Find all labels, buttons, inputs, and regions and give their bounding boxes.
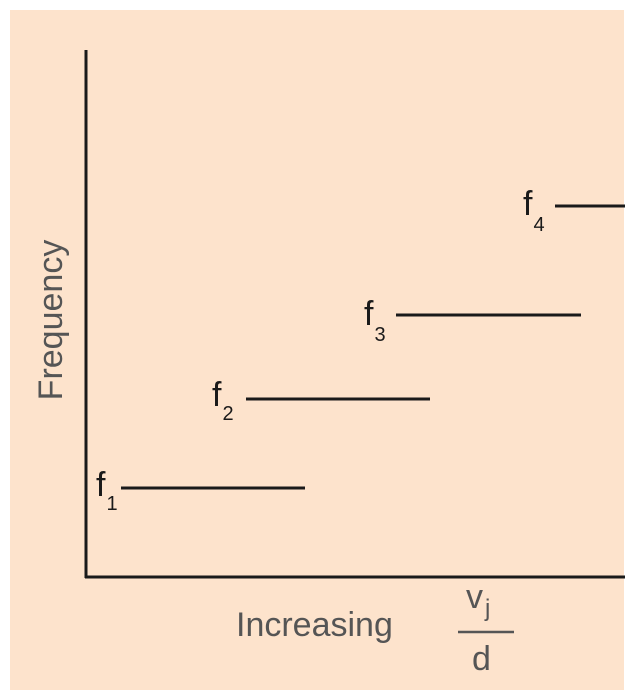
level-label-f4: f4 — [523, 185, 545, 236]
y-axis-label: Frequency — [32, 240, 70, 401]
level-subscript-1: 1 — [106, 493, 117, 515]
level-label-f2: f2 — [212, 376, 234, 425]
x-fraction-numerator-subscript: j — [484, 595, 490, 622]
level-subscript-2: 2 — [222, 403, 233, 425]
level-label-f1: f1 — [96, 466, 118, 515]
x-fraction-numerator: vj — [466, 578, 490, 622]
x-fraction-denominator: d — [472, 640, 491, 678]
level-subscript-3: 3 — [374, 324, 385, 346]
level-subscript-4: 4 — [533, 214, 544, 236]
level-label-f3: f3 — [364, 295, 386, 346]
x-axis-label-word: Increasing — [236, 606, 393, 644]
